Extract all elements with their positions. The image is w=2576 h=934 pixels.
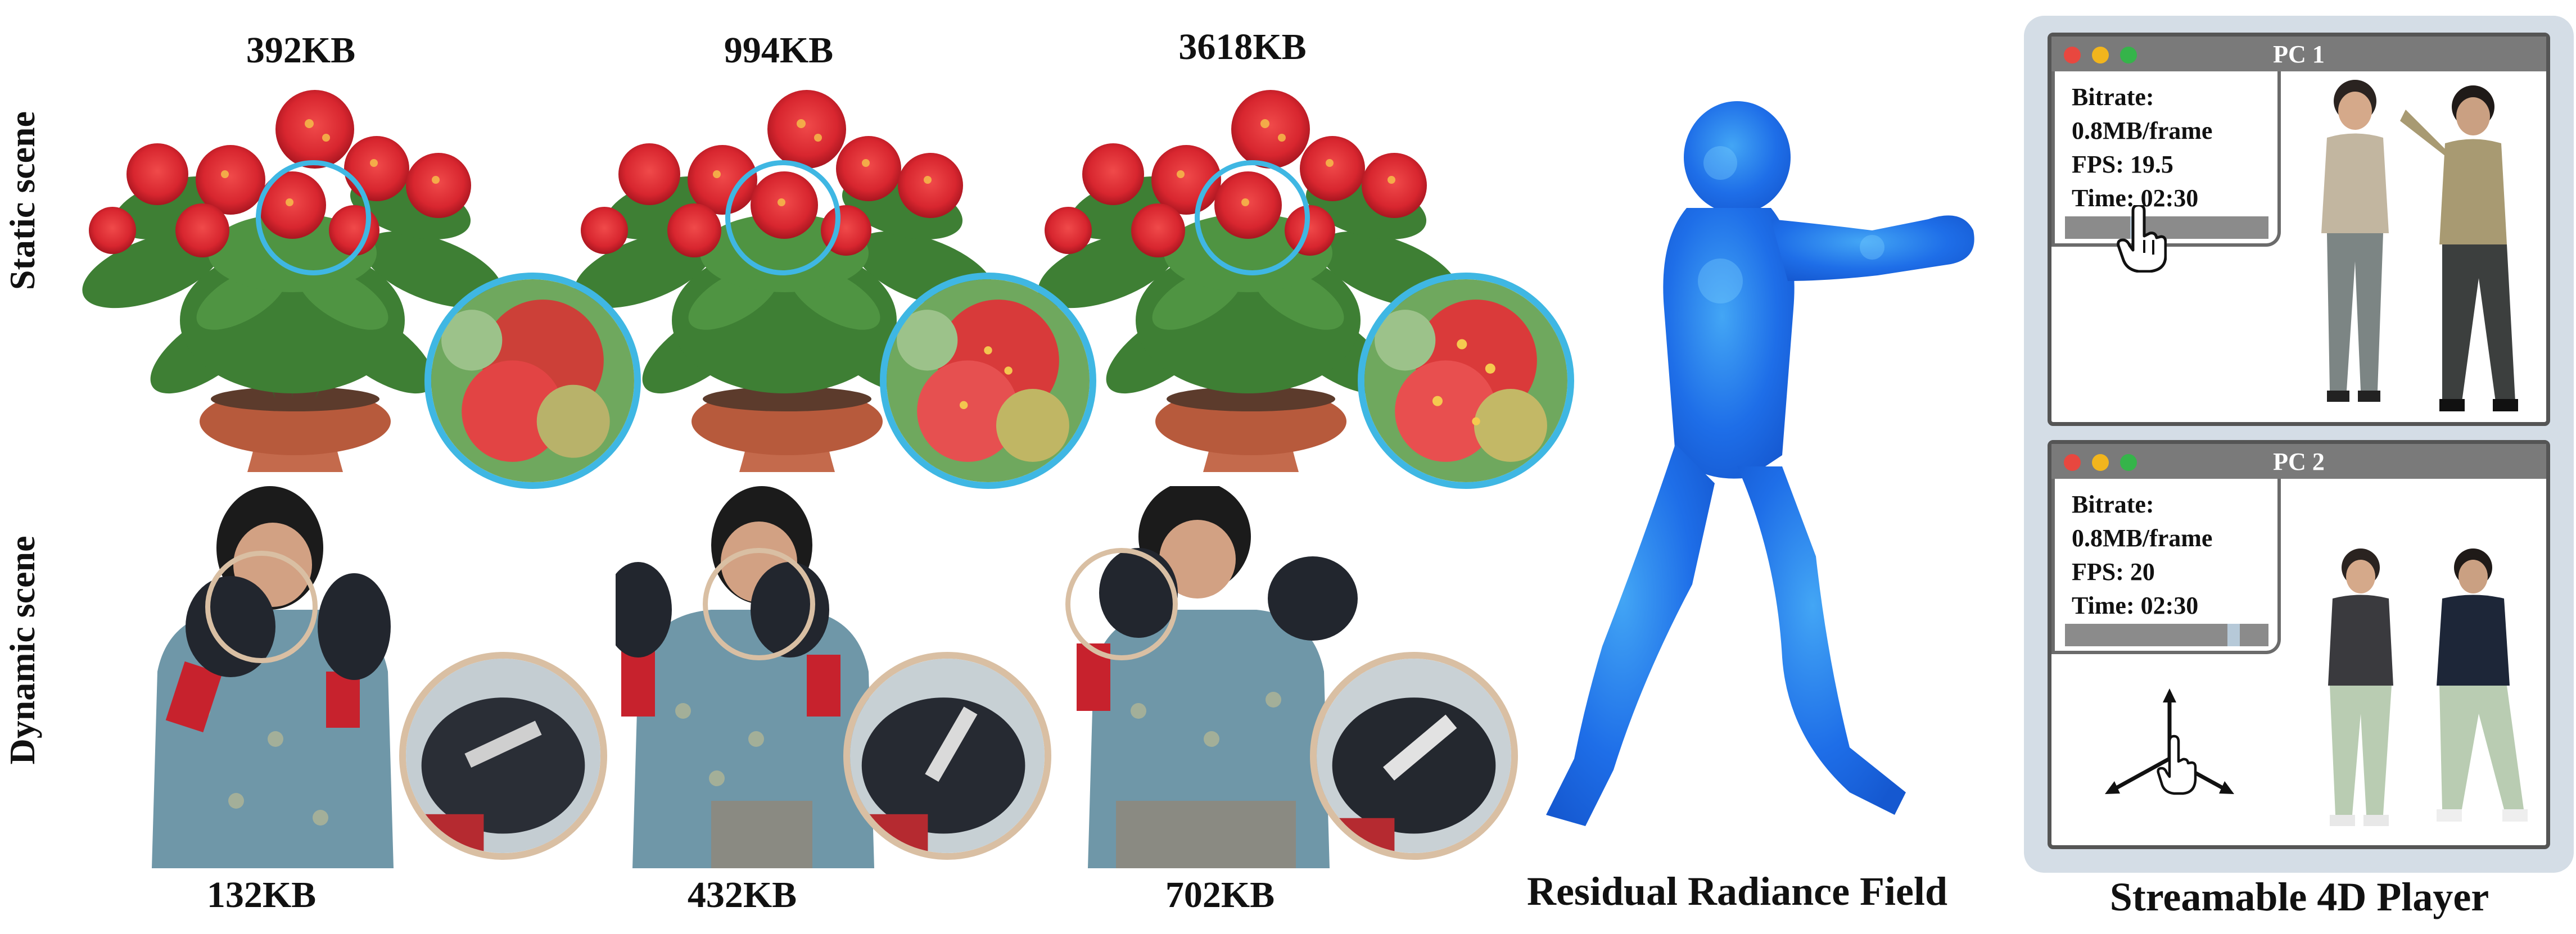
bitrate-label: Bitrate: bbox=[2072, 491, 2154, 518]
residual-radiance-field-point-cloud bbox=[1546, 101, 1974, 826]
playback-progress-bar[interactable] bbox=[2065, 624, 2268, 646]
size-label-static-1: 392KB bbox=[246, 30, 356, 71]
highlight-ring-static-1 bbox=[256, 160, 371, 275]
highlight-ring-static-3 bbox=[1195, 160, 1310, 275]
highlight-ring-dynamic-2 bbox=[703, 548, 815, 660]
bitrate-value: 0.8MB/frame bbox=[2072, 117, 2213, 144]
fps-readout: FPS: 20 bbox=[2072, 558, 2155, 586]
caption-streamable-4d-player: Streamable 4D Player bbox=[2109, 874, 2489, 919]
size-label-dynamic-2: 432KB bbox=[687, 874, 797, 915]
window-title: PC 2 bbox=[2273, 448, 2325, 475]
maximize-dot-icon[interactable] bbox=[2120, 47, 2137, 64]
highlight-ring-dynamic-3 bbox=[1065, 548, 1178, 660]
people-capture-pc1 bbox=[2321, 80, 2518, 411]
caption-residual-radiance-field: Residual Radiance Field bbox=[1526, 869, 1948, 914]
zoom-circle-dynamic-1 bbox=[399, 652, 607, 860]
boxer-image-1 bbox=[152, 486, 394, 868]
close-dot-icon[interactable] bbox=[2064, 454, 2081, 471]
hand-pointer-icon bbox=[2117, 205, 2167, 273]
time-readout: Time: 02:30 bbox=[2072, 592, 2199, 619]
window-title: PC 1 bbox=[2273, 40, 2325, 68]
size-label-static-3: 3618KB bbox=[1178, 26, 1307, 67]
stats-overlay: Bitrate: 0.8MB/frame FPS: 19.5 Time: 02:… bbox=[2051, 71, 2281, 247]
highlight-ring-static-2 bbox=[725, 160, 840, 275]
bitrate-label: Bitrate: bbox=[2072, 83, 2154, 111]
close-dot-icon[interactable] bbox=[2064, 47, 2081, 64]
zoom-circle-static-1 bbox=[424, 273, 641, 489]
window-titlebar[interactable]: PC 1 bbox=[2051, 37, 2546, 71]
minimize-dot-icon[interactable] bbox=[2092, 47, 2109, 64]
zoom-circle-static-2 bbox=[880, 273, 1096, 489]
progress-handle[interactable] bbox=[2227, 624, 2240, 646]
stats-overlay: Bitrate: 0.8MB/frame FPS: 20 Time: 02:30 bbox=[2051, 479, 2281, 654]
zoom-circle-dynamic-3 bbox=[1310, 652, 1518, 860]
axes-gizmo-icon[interactable] bbox=[2102, 686, 2237, 815]
size-label-dynamic-3: 702KB bbox=[1165, 874, 1275, 915]
player-window-pc1[interactable]: PC 1 Bitrate: 0.8MB/frame FPS: 19.5 Time… bbox=[2048, 33, 2550, 426]
people-capture-pc2 bbox=[2328, 548, 2528, 826]
bitrate-value: 0.8MB/frame bbox=[2072, 524, 2213, 552]
size-label-dynamic-1: 132KB bbox=[206, 874, 317, 915]
row-label-dynamic: Dynamic scene bbox=[2, 536, 42, 765]
minimize-dot-icon[interactable] bbox=[2092, 454, 2109, 471]
fps-readout: FPS: 19.5 bbox=[2072, 151, 2173, 178]
playback-progress-bar[interactable] bbox=[2065, 216, 2268, 239]
zoom-circle-dynamic-2 bbox=[843, 652, 1051, 860]
window-titlebar[interactable]: PC 2 bbox=[2051, 444, 2546, 479]
player-window-pc2[interactable]: PC 2 Bitrate: 0.8MB/frame FPS: 20 Time: … bbox=[2048, 440, 2550, 849]
size-label-static-2: 994KB bbox=[724, 30, 834, 71]
highlight-ring-dynamic-1 bbox=[205, 551, 318, 663]
row-label-static: Static scene bbox=[2, 111, 42, 291]
maximize-dot-icon[interactable] bbox=[2120, 454, 2137, 471]
flower-plant-image-1 bbox=[82, 90, 503, 472]
player-panel: PC 1 Bitrate: 0.8MB/frame FPS: 19.5 Time… bbox=[2024, 16, 2574, 873]
